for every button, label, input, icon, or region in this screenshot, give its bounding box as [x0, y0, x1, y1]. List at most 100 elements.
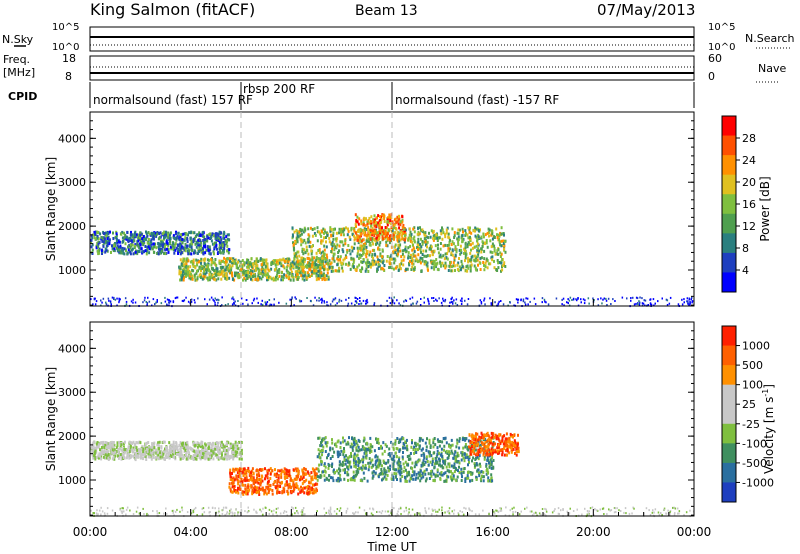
echo-cell	[418, 232, 421, 236]
echo-cell	[269, 276, 272, 280]
echo-cell	[412, 252, 415, 256]
echo-cell	[389, 265, 392, 269]
echo-cell	[410, 268, 413, 271]
echo-cell	[103, 450, 106, 454]
echo-cell	[223, 245, 225, 249]
echo-cell	[412, 243, 414, 247]
echo-cell	[365, 450, 368, 453]
echo-cell	[377, 441, 380, 445]
echo-cell	[244, 469, 247, 473]
echo-cell	[274, 259, 277, 263]
echo-cell	[152, 237, 155, 241]
echo-cell	[294, 296, 296, 299]
echo-cell	[449, 238, 451, 242]
echo-cell	[251, 278, 254, 282]
echo-cell	[353, 246, 356, 250]
echo-cell	[396, 235, 399, 239]
echo-cell	[277, 476, 280, 480]
echo-cell	[158, 440, 161, 444]
echo-cell	[242, 491, 245, 494]
echo-cell	[486, 266, 489, 270]
echo-cell	[287, 257, 290, 261]
echo-cell	[383, 237, 386, 240]
echo-cell	[333, 450, 336, 454]
echo-cell	[198, 259, 201, 263]
echo-cell	[316, 482, 319, 486]
echo-cell	[220, 271, 223, 275]
echo-cell	[301, 277, 304, 281]
echo-cell	[185, 296, 187, 299]
echo-cell	[183, 263, 186, 267]
echo-cell	[456, 475, 459, 479]
echo-cell	[357, 230, 360, 233]
echo-cell	[276, 478, 279, 482]
echo-cell	[315, 271, 318, 275]
echo-cell	[654, 302, 656, 305]
echo-cell	[332, 298, 335, 301]
echo-cell	[341, 269, 344, 273]
echo-cell	[307, 233, 310, 237]
echo-cell	[637, 303, 639, 306]
echo-cell	[410, 259, 413, 263]
echo-cell	[297, 492, 300, 496]
echo-cell	[207, 447, 210, 450]
echo-cell	[247, 303, 249, 306]
echo-cell	[259, 257, 262, 261]
echo-cell	[142, 450, 145, 454]
echo-cell	[229, 444, 232, 448]
echo-cell	[265, 492, 268, 496]
echo-cell	[256, 468, 258, 472]
echo-cell	[300, 274, 303, 278]
echo-cell	[249, 264, 252, 268]
echo-cell	[336, 269, 339, 273]
echo-cell	[342, 453, 345, 457]
echo-cell	[124, 242, 127, 246]
echo-cell	[416, 243, 419, 247]
echo-cell	[668, 302, 671, 305]
echo-cell	[441, 261, 444, 265]
echo-cell	[448, 264, 451, 268]
echo-cell	[113, 298, 115, 300]
echo-cell	[120, 452, 123, 456]
echo-cell	[217, 298, 219, 301]
echo-cell	[467, 241, 470, 245]
echo-cell	[109, 442, 112, 446]
echo-cell	[185, 257, 188, 261]
echo-cell	[444, 266, 447, 270]
echo-cell	[576, 299, 578, 302]
echo-cell	[272, 276, 275, 280]
echo-cell	[323, 301, 326, 304]
echo-cell	[195, 233, 198, 237]
echo-cell	[169, 237, 172, 240]
echo-cell	[158, 242, 161, 246]
echo-cell	[193, 273, 196, 277]
echo-cell	[354, 223, 357, 227]
echo-cell	[280, 473, 283, 476]
echo-cell	[269, 303, 272, 306]
echo-cell	[503, 261, 506, 265]
echo-cell	[306, 489, 309, 493]
echo-cell	[214, 297, 216, 300]
echo-cell	[134, 250, 137, 254]
echo-cell	[276, 274, 278, 277]
echo-cell	[290, 274, 293, 278]
echo-cell	[621, 296, 624, 299]
echo-cell	[409, 256, 412, 259]
echo-cell	[419, 237, 422, 241]
echo-cell	[493, 247, 496, 251]
echo-cell	[369, 262, 372, 266]
echo-cell	[290, 264, 293, 268]
echo-cell	[113, 296, 115, 299]
echo-cell	[356, 220, 359, 224]
echo-cell	[354, 213, 357, 217]
echo-cell	[332, 234, 335, 237]
echo-cell	[187, 300, 190, 303]
echo-cell	[258, 268, 261, 272]
echo-cell	[371, 458, 374, 462]
echo-cell	[273, 480, 276, 484]
echo-cell	[226, 244, 229, 248]
echo-cell	[412, 227, 415, 231]
echo-cell	[208, 451, 211, 455]
echo-cell	[172, 300, 175, 303]
echo-cell	[432, 297, 435, 299]
